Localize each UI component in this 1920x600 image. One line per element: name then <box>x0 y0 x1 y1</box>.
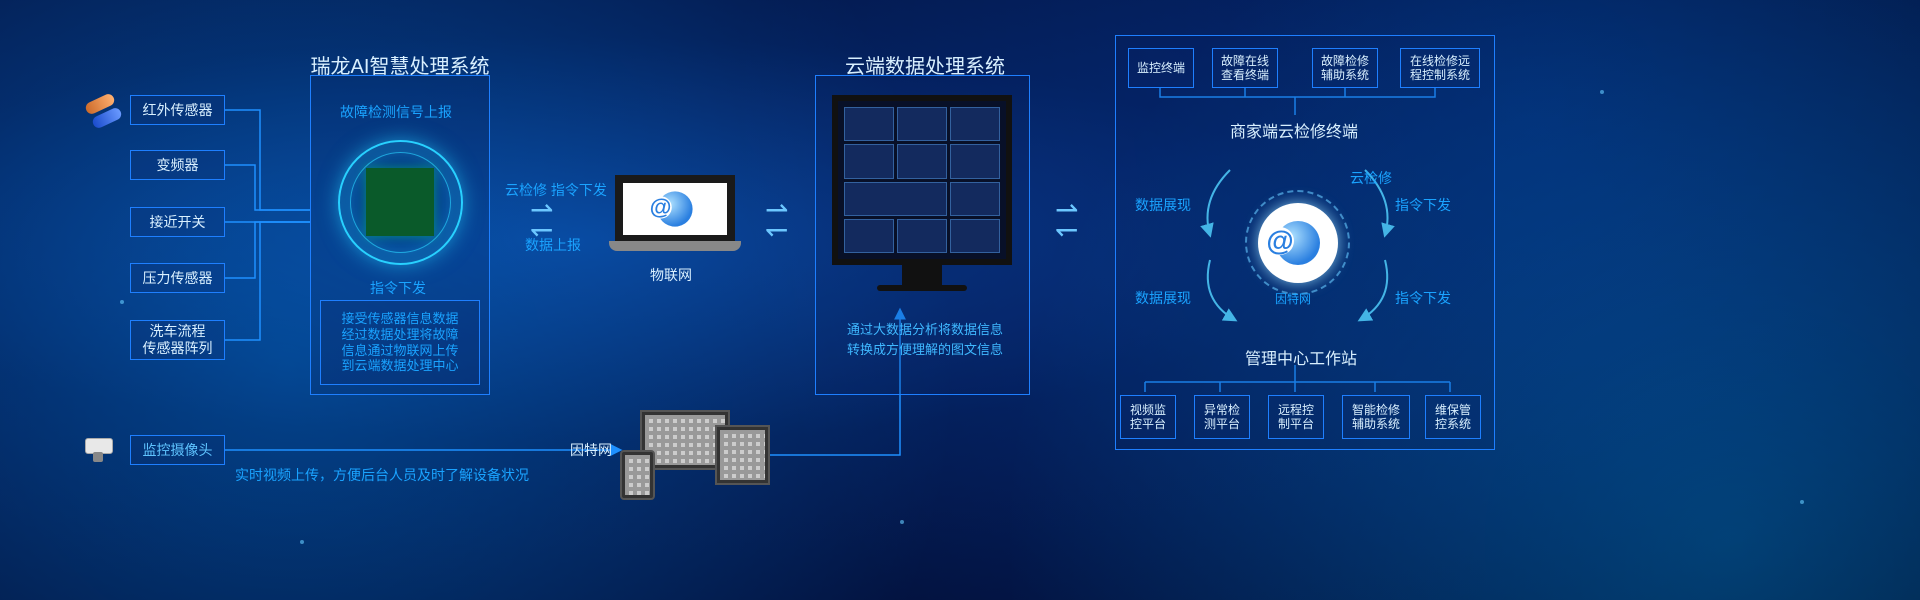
bidir-arrow-icon: ⇀↽ <box>765 200 788 239</box>
sensor-box: 变频器 <box>130 150 225 180</box>
devices-icon <box>620 410 780 500</box>
sensor-box: 红外传感器 <box>130 95 225 125</box>
mgmt-box: 视频监 控平台 <box>1120 395 1176 439</box>
merchant-box: 在线检修远 程控制系统 <box>1400 48 1480 88</box>
bidir-arrow-icon: ⇀↽ <box>1055 200 1078 239</box>
camera-icon <box>85 438 125 460</box>
merchant-title: 商家端云检修终端 <box>1230 118 1358 142</box>
cloud-desc: 通过大数据分析将数据信息 转换成方便理解的图文信息 <box>825 320 1025 359</box>
dial-label: 云检修 <box>1350 168 1392 188</box>
sensor-box: 压力传感器 <box>130 263 225 293</box>
ai-panel-title: 瑞龙AI智慧处理系统 <box>310 50 490 79</box>
mgmt-box: 维保管 控系统 <box>1425 395 1481 439</box>
sensor-box: 洗车流程 传感器阵列 <box>130 320 225 360</box>
internet-caption: 因特网 <box>570 440 612 460</box>
sensor-box: 接近开关 <box>130 207 225 237</box>
internet-desc: 实时视频上传，方便后台人员及时了解设备状况 <box>235 465 529 485</box>
laptop-icon <box>615 175 735 260</box>
sensor-box: 监控摄像头 <box>130 435 225 465</box>
dial-label: 数据展现 <box>1135 195 1191 215</box>
ai-panel-label: 指令下发 <box>370 278 426 298</box>
merchant-box: 监控终端 <box>1128 48 1194 88</box>
dial-label: 指令下发 <box>1395 195 1451 215</box>
mgmt-box: 远程控 制平台 <box>1268 395 1324 439</box>
iot-label: 数据上报 <box>525 235 581 255</box>
mgmt-box: 异常检 测平台 <box>1194 395 1250 439</box>
iot-caption: 物联网 <box>650 265 692 285</box>
dial-label: 数据展现 <box>1135 288 1191 308</box>
mgmt-box: 智能检修 辅助系统 <box>1342 395 1410 439</box>
circuit-board-icon <box>366 168 434 236</box>
dial-label: 指令下发 <box>1395 288 1451 308</box>
dashboard-monitor-icon <box>832 95 1012 295</box>
ai-panel-desc: 接受传感器信息数据 经过数据处理将故障 信息通过物联网上传 到云端数据处理中心 <box>320 300 480 385</box>
bidir-arrow-icon: ⇀↽ <box>530 200 553 239</box>
mgmt-title: 管理中心工作站 <box>1245 345 1357 369</box>
dial-center-icon <box>1258 203 1338 283</box>
dial-center-label: 因特网 <box>1275 290 1311 307</box>
merchant-box: 故障检修 辅助系统 <box>1312 48 1378 88</box>
iot-label: 云检修 指令下发 <box>505 180 607 200</box>
merchant-box: 故障在线 查看终端 <box>1212 48 1278 88</box>
ai-panel-label: 故障检测信号上报 <box>340 102 452 122</box>
